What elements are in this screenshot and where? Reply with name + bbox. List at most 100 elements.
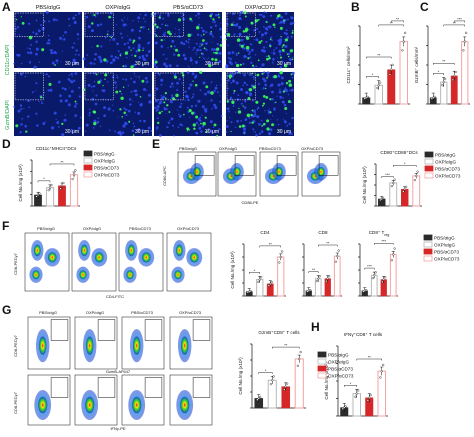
nucleus-dot <box>282 97 285 99</box>
nucleus-dot <box>126 56 128 59</box>
nucleus-dot <box>249 29 251 31</box>
nucleus-dot <box>226 18 229 21</box>
significance-bracket <box>49 163 75 166</box>
nucleus-dot <box>166 24 169 27</box>
data-point <box>393 178 396 181</box>
nucleus-dot <box>285 87 287 89</box>
legend-swatch <box>424 158 434 165</box>
nucleus-dot <box>262 50 264 53</box>
nucleus-dot <box>49 88 53 92</box>
nucleus-dot <box>138 29 142 33</box>
signal-dot <box>158 111 162 115</box>
signal-dot <box>263 122 266 126</box>
signal-dot <box>154 23 157 26</box>
signal-dot <box>241 124 245 128</box>
nucleus-dot <box>287 18 289 21</box>
nucleus-dot <box>182 42 186 46</box>
signal-dot <box>15 124 19 128</box>
nucleus-dot <box>154 99 158 103</box>
nucleus-dot <box>283 39 286 41</box>
nucleus-dot <box>122 78 125 80</box>
nucleus-dot <box>167 47 169 49</box>
signal-dot <box>170 45 173 48</box>
nucleus-dot <box>266 71 270 75</box>
legend-label: PBS/αCD73 <box>328 366 353 371</box>
nucleus-dot <box>276 57 278 59</box>
nucleus-dot <box>30 44 32 46</box>
nucleus-dot <box>130 90 133 93</box>
scale-label: 30 μm <box>277 61 291 67</box>
data-point <box>393 247 396 250</box>
signal-dot <box>274 26 276 28</box>
nucleus-dot <box>119 53 122 56</box>
nucleus-dot <box>233 35 235 37</box>
signal-dot <box>137 49 141 52</box>
significance-bracket <box>454 20 465 23</box>
nucleus-dot <box>132 80 136 84</box>
nucleus-dot <box>248 92 253 96</box>
significance-bracket <box>249 272 260 274</box>
data-point <box>454 70 457 74</box>
signal-dot <box>291 31 294 34</box>
nucleus-dot <box>37 29 41 33</box>
signal-dot <box>215 51 218 55</box>
signal-dot <box>164 92 167 95</box>
data-point <box>318 275 321 278</box>
nucleus-dot <box>75 49 79 52</box>
nucleus-dot <box>255 65 258 68</box>
significance-label: ** <box>368 354 372 359</box>
nucleus-dot <box>110 34 112 36</box>
nucleus-dot <box>178 28 181 31</box>
significance-bracket <box>433 73 444 75</box>
nucleus-dot <box>64 30 67 34</box>
signal-dot <box>283 19 285 22</box>
nucleus-dot <box>178 78 181 81</box>
nucleus-dot <box>116 24 118 26</box>
nucleus-dot <box>292 21 295 24</box>
nucleus-dot <box>36 124 39 127</box>
nucleus-dot <box>212 126 215 128</box>
nucleus-dot <box>285 32 288 36</box>
data-point <box>377 84 380 87</box>
nucleus-dot <box>189 58 193 62</box>
nucleus-dot <box>43 91 46 93</box>
nucleus-dot <box>160 97 164 101</box>
nucleus-dot <box>18 34 20 36</box>
nucleus-dot <box>110 61 113 65</box>
chart-title-subscript: reg <box>384 233 389 237</box>
signal-dot <box>287 100 291 104</box>
nucleus-dot <box>131 129 135 132</box>
nucleus-dot <box>260 119 263 121</box>
signal-dot <box>269 111 272 114</box>
nucleus-dot <box>162 33 166 37</box>
nucleus-dot <box>63 38 66 41</box>
flow-density-core <box>38 396 48 414</box>
signal-dot <box>275 101 277 103</box>
nucleus-dot <box>70 80 74 84</box>
nucleus-dot <box>142 64 144 67</box>
nucleus-dot <box>263 49 266 53</box>
signal-dot <box>95 73 98 76</box>
group-label: PBS/αIgG <box>36 5 61 11</box>
nucleus-dot <box>124 64 128 68</box>
nucleus-dot <box>74 14 77 16</box>
nucleus-dot <box>144 13 147 17</box>
nucleus-dot <box>185 11 187 13</box>
nucleus-dot <box>153 64 157 67</box>
nucleus-dot <box>290 88 294 92</box>
nucleus-dot <box>28 106 31 109</box>
nucleus-dot <box>208 61 212 65</box>
flow-density-core <box>85 396 95 414</box>
nucleus-dot <box>209 26 213 29</box>
signal-dot <box>122 86 125 88</box>
nucleus-dot <box>173 45 176 48</box>
legend-label: PBS/αCD73 <box>434 249 459 254</box>
nucleus-dot <box>67 103 71 107</box>
nucleus-dot <box>29 60 31 63</box>
flow-density-core <box>141 252 151 263</box>
significance-label: * <box>43 176 45 181</box>
nucleus-dot <box>272 52 276 55</box>
nucleus-dot <box>263 71 266 74</box>
nucleus-dot <box>27 22 31 25</box>
data-point <box>71 177 74 181</box>
